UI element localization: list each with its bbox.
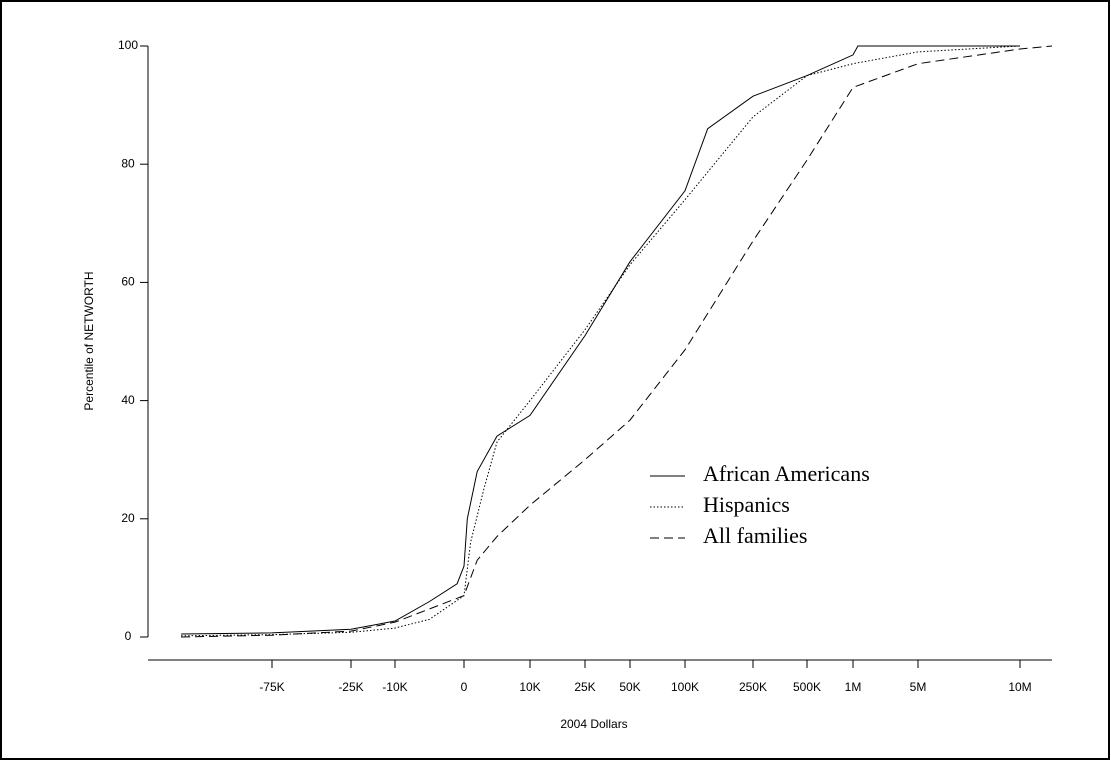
x-tick-label: -10K (382, 680, 407, 694)
x-tick-label: 500K (793, 680, 821, 694)
y-tick-label: 40 (121, 393, 135, 407)
legend-label: Hispanics (703, 492, 790, 517)
x-tick-label: 0 (461, 680, 468, 694)
y-axis-label: Percentile of NETWORTH (82, 271, 96, 410)
y-tick-label: 0 (125, 629, 132, 643)
series-line (181, 45, 1021, 637)
legend-label: African Americans (703, 461, 870, 486)
x-tick-label: 250K (739, 680, 767, 694)
x-tick-label: 50K (619, 680, 640, 694)
x-tick-label: 25K (574, 680, 595, 694)
y-tick-label: 60 (121, 275, 135, 289)
y-tick-label: 20 (121, 511, 135, 525)
y-tick-label: 100 (118, 38, 138, 52)
y-tick-label: 80 (121, 156, 135, 170)
legend-label: All families (703, 523, 807, 548)
x-tick-label: 10M (1008, 680, 1031, 694)
x-tick-label: 100K (671, 680, 699, 694)
x-tick-label: 10K (519, 680, 540, 694)
x-tick-label: 1M (845, 680, 862, 694)
series-line (181, 45, 1053, 638)
x-tick-label: -75K (259, 680, 284, 694)
series-line (181, 45, 1020, 635)
x-tick-label: 5M (910, 680, 927, 694)
x-axis-label: 2004 Dollars (560, 717, 627, 731)
x-tick-label: -25K (338, 680, 363, 694)
